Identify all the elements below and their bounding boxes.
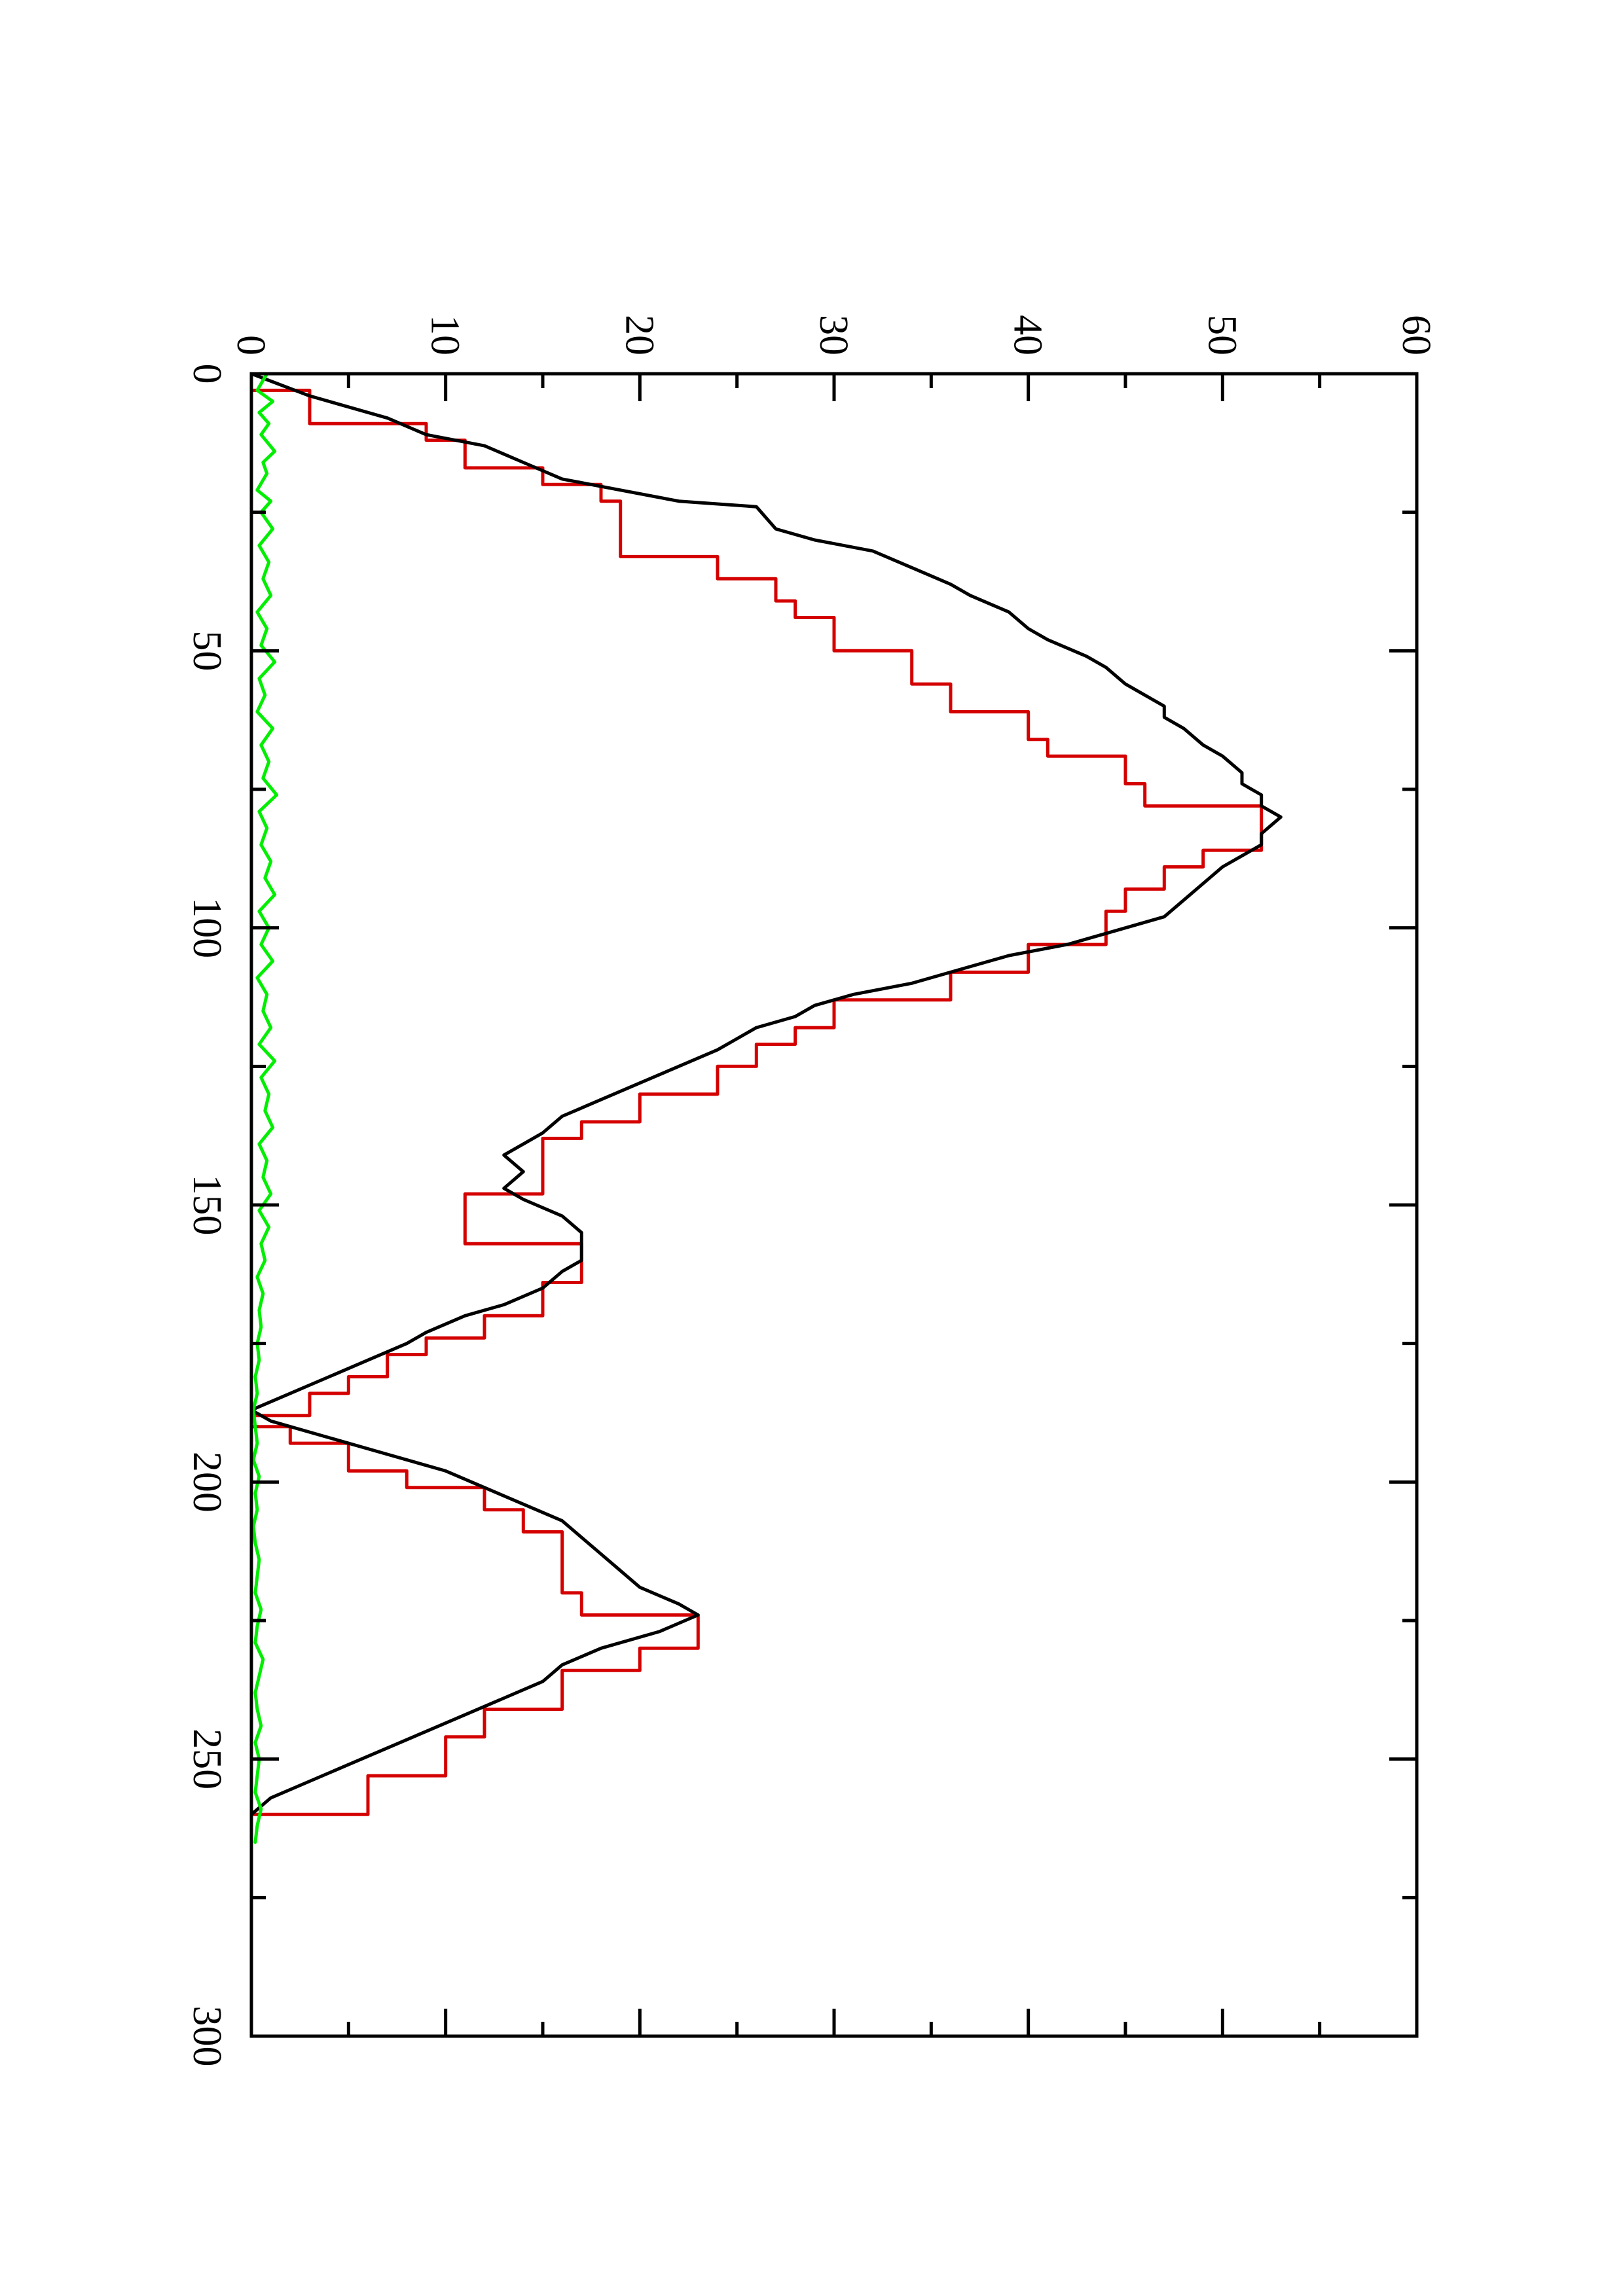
y-tick-label: 60	[1394, 315, 1438, 355]
x-tick-label: 50	[185, 630, 229, 671]
y-tick-label: 0	[228, 335, 273, 355]
x-tick-label: 250	[185, 1729, 229, 1789]
series-line-1	[249, 372, 1264, 1816]
y-tick-label: 40	[1006, 315, 1050, 355]
series-line-3	[251, 372, 279, 1844]
x-axis: 0 50 100 150 200 250 300	[185, 364, 1417, 2067]
x-tick-label: 200	[185, 1452, 229, 1513]
x-tick-label: 300	[185, 2006, 229, 2067]
x-tick-label: 150	[185, 1175, 229, 1236]
y-tick-label: 50	[1199, 315, 1244, 355]
y-axis: 0 10 20 30 40 50 60	[228, 315, 1438, 2036]
x-tick-label: 0	[185, 364, 229, 384]
x-tick-label: 100	[185, 897, 229, 958]
plot-area: 0 50 100 150 200 250 300 0 10 20 30 40 50 60	[185, 315, 1438, 2067]
y-tick-label: 20	[617, 315, 661, 355]
series-layer	[249, 372, 1283, 1844]
series-line-2	[249, 372, 1283, 1833]
y-tick-label: 30	[811, 315, 856, 355]
y-tick-label: 10	[423, 315, 467, 355]
